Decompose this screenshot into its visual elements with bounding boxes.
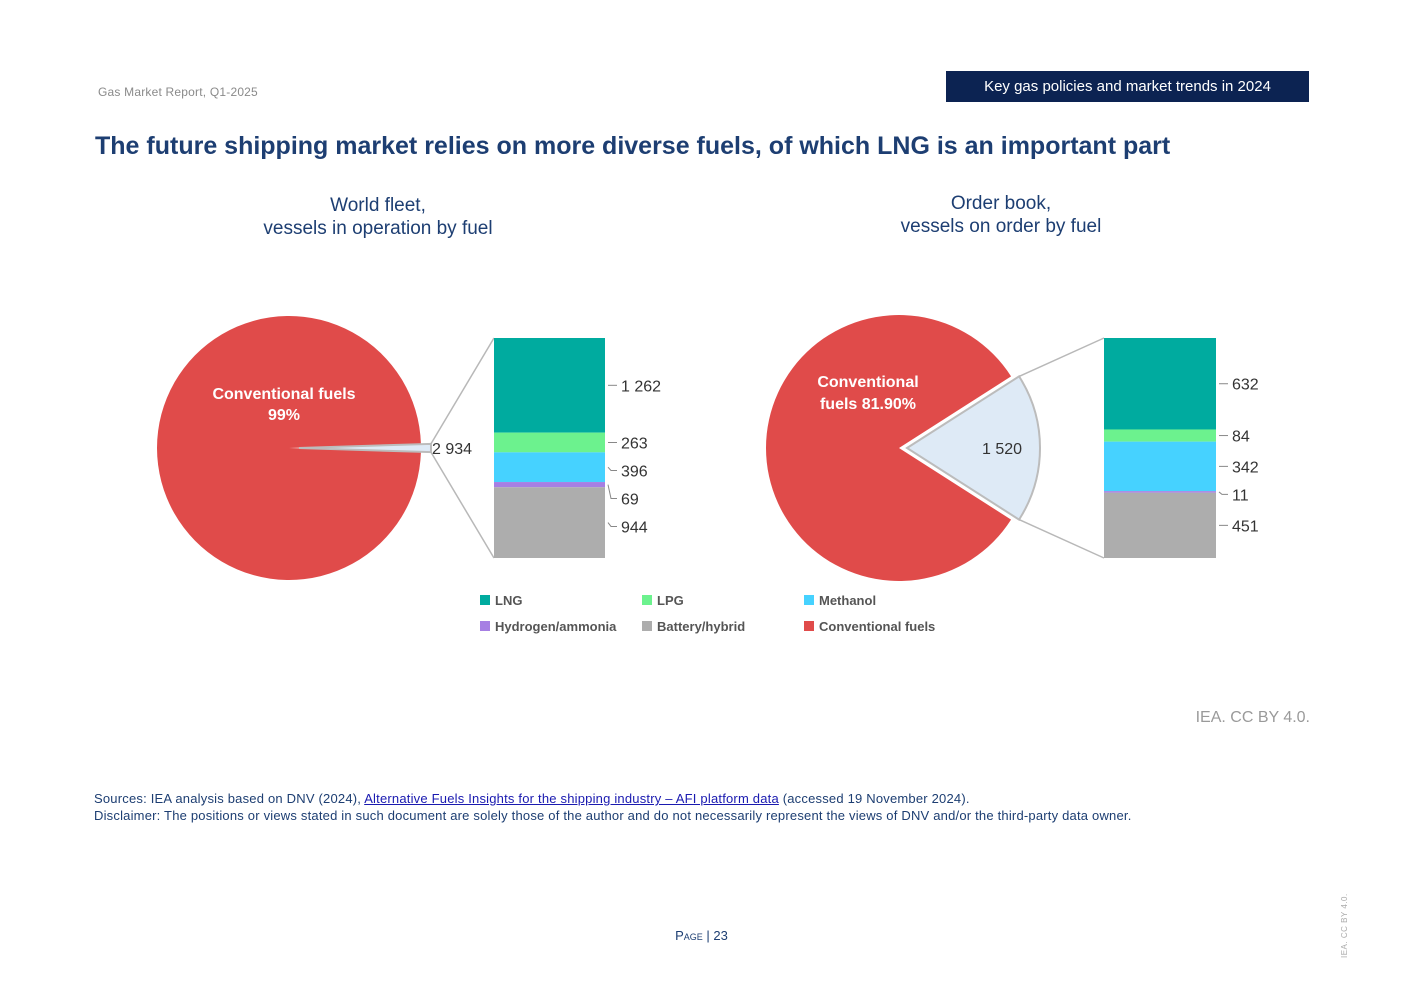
legend-label-hydrogen-ammonia: Hydrogen/ammonia: [495, 619, 617, 634]
page-number: Page | 23: [0, 928, 1403, 943]
sources-block: Sources: IEA analysis based on DNV (2024…: [94, 790, 1314, 824]
chart1-leader-battery-hybrid: [607, 522, 617, 527]
chart2-other-slice: [905, 375, 1041, 521]
chart1-bar-lpg: [494, 432, 605, 453]
chart2-connector-bottom: [1018, 518, 1105, 559]
chart2-leader-hydrogen-ammonia: [1218, 491, 1228, 495]
chart1-label-methanol: 396: [621, 463, 648, 480]
chart1-leader-hydrogen-ammonia: [607, 484, 617, 499]
chart1-conventional-slice: [157, 316, 421, 581]
chart2-label-methanol: 342: [1232, 459, 1259, 476]
chart2-bar-lng: [1104, 338, 1216, 430]
legend-label-lpg: LPG: [657, 593, 684, 608]
chart-credit: IEA. CC BY 4.0.: [1195, 709, 1310, 726]
page-sep: |: [702, 928, 714, 943]
chart2-label-lpg: 84: [1232, 429, 1250, 446]
legend-swatch-battery-hybrid: [642, 621, 652, 631]
sources-suffix: (accessed 19 November 2024).: [778, 791, 970, 806]
legend-swatch-hydrogen-ammonia: [480, 621, 490, 631]
chart2-title-line1: Order book,: [950, 193, 1052, 214]
chart1-other-slice: [298, 442, 433, 454]
chart2-title: Order book, vessels on order by fuel: [851, 192, 1151, 238]
chart1-bar-hydrogen-ammonia: [494, 482, 605, 488]
chart2-label-lng: 632: [1232, 377, 1259, 394]
chart2-main-label-line2: fuels 81.90%: [820, 396, 916, 413]
chart1-label-hydrogen-ammonia: 69: [621, 491, 639, 508]
chart1-label-battery-hybrid: 944: [621, 519, 648, 536]
chart2-main-label-line1: Conventional: [817, 374, 918, 391]
chart2-conventional-slice: [766, 315, 1012, 581]
chart1-bar-battery-hybrid: [494, 487, 605, 558]
chart2-bar-hydrogen-ammonia: [1104, 491, 1216, 493]
chart2-connector-top: [1018, 337, 1105, 378]
sources-prefix: Sources: IEA analysis based on DNV (2024…: [94, 791, 365, 806]
chart1-label-lng: 1 262: [621, 378, 661, 395]
chart2-bar-lpg: [1104, 429, 1216, 442]
chart1-main-label-line2: 99%: [268, 407, 300, 424]
chart1-leader-methanol: [607, 466, 617, 471]
chart2-bar-battery-hybrid: [1104, 492, 1216, 558]
disclaimer: Disclaimer: The positions or views state…: [94, 808, 1132, 823]
legend-swatch-conventional-fuels: [804, 621, 814, 631]
chart1-other-total-label: 2 934: [432, 441, 472, 458]
chart1-connector-bottom: [430, 451, 495, 559]
chart1-label-lpg: 263: [621, 435, 648, 452]
chart2-label-hydrogen-ammonia: 11: [1232, 487, 1249, 504]
chart1-bar-methanol: [494, 452, 605, 483]
legend-label-conventional-fuels: Conventional fuels: [819, 619, 935, 634]
side-credit: IEA. CC BY 4.0.: [1340, 893, 1349, 958]
chart2-title-line2: vessels on order by fuel: [900, 216, 1102, 237]
legend-label-methanol: Methanol: [819, 593, 876, 608]
chart2-label-battery-hybrid: 451: [1232, 518, 1259, 535]
chart1-connector-top: [430, 337, 495, 445]
chart1-bar-lng: [494, 338, 605, 433]
chart2-bar-methanol: [1104, 441, 1216, 492]
legend-swatch-lpg: [642, 595, 652, 605]
page-value: 23: [713, 928, 728, 943]
legend-swatch-methanol: [804, 595, 814, 605]
sources-line: Sources: IEA analysis based on DNV (2024…: [94, 790, 1314, 807]
page-title: The future shipping market relies on mor…: [95, 132, 1171, 160]
report-name: Gas Market Report, Q1-2025: [98, 85, 258, 99]
page-word: Page: [675, 928, 703, 943]
legend-swatch-lng: [480, 595, 490, 605]
chart1-title-line1: World fleet,: [330, 195, 426, 216]
chart1-main-label-line1: Conventional fuels: [212, 386, 355, 403]
legend-label-battery-hybrid: Battery/hybrid: [657, 619, 745, 634]
section-banner: Key gas policies and market trends in 20…: [946, 71, 1309, 102]
chart1-title-line2: vessels in operation by fuel: [263, 218, 493, 239]
chart1-title: World fleet, vessels in operation by fue…: [228, 194, 528, 240]
sources-link[interactable]: Alternative Fuels Insights for the shipp…: [364, 791, 779, 806]
legend-label-lng: LNG: [495, 593, 522, 608]
chart2-other-total-label: 1 520: [982, 441, 1022, 458]
